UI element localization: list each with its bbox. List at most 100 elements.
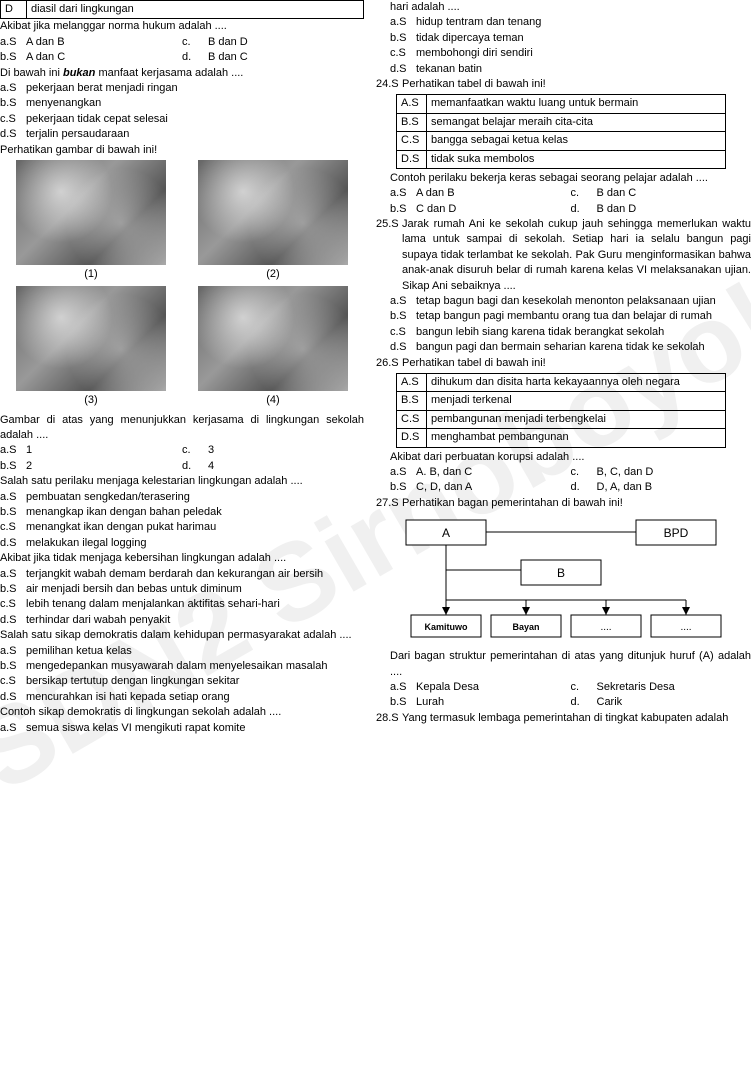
q26-num: 26.S bbox=[376, 356, 402, 371]
q2a-l: a.S bbox=[0, 81, 26, 96]
q25c: bangun lebih siang karena tidak berangka… bbox=[416, 325, 751, 340]
caption-4: (4) bbox=[198, 393, 348, 408]
q26oa: A. B, dan C bbox=[416, 465, 571, 480]
q1a-label: a.S bbox=[0, 35, 26, 50]
t24-D: tidak suka membolos bbox=[427, 150, 726, 168]
q25b-l: b.S bbox=[390, 309, 416, 324]
q26: Perhatikan tabel di bawah ini! bbox=[402, 356, 751, 371]
q27ob: Lurah bbox=[416, 695, 571, 710]
q2c: pekerjaan tidak cepat selesai bbox=[26, 112, 364, 127]
q27b: Dari bagan struktur pemerintahan di atas… bbox=[376, 649, 751, 680]
q6d-l: d.S bbox=[0, 690, 26, 705]
caption-3: (3) bbox=[16, 393, 166, 408]
tc: membohongi diri sendiri bbox=[416, 46, 751, 61]
q4b-l: b.S bbox=[0, 505, 26, 520]
q2b: menyenangkan bbox=[26, 96, 364, 111]
q1b: A dan C bbox=[26, 50, 182, 65]
q2a: pekerjaan berat menjadi ringan bbox=[26, 81, 364, 96]
q26od: D, A, dan B bbox=[597, 480, 751, 495]
q5a-l: a.S bbox=[0, 567, 26, 582]
q2d: terjalin persaudaraan bbox=[26, 127, 364, 142]
t26-C-l: C.S bbox=[397, 410, 427, 428]
bagan-d1: .... bbox=[600, 622, 611, 633]
row-d-label: D bbox=[1, 1, 27, 19]
q1c: B dan D bbox=[208, 35, 364, 50]
q24ob: C dan D bbox=[416, 202, 571, 217]
q7: Contoh sikap demokratis di lingkungan se… bbox=[0, 705, 364, 720]
image-4 bbox=[198, 286, 348, 391]
caption-2: (2) bbox=[198, 267, 348, 282]
t24-B-l: B.S bbox=[397, 113, 427, 131]
top-cut: hari adalah .... bbox=[376, 0, 751, 15]
q24: Perhatikan tabel di bawah ini! bbox=[402, 77, 751, 92]
table-24: A.Smemanfaatkan waktu luang untuk bermai… bbox=[396, 94, 726, 169]
q24oa-l: a.S bbox=[390, 186, 416, 201]
q4c-l: c.S bbox=[0, 520, 26, 535]
q27oc: Sekretaris Desa bbox=[597, 680, 751, 695]
table-26: A.Sdihukum dan disita harta kekayaannya … bbox=[396, 373, 726, 448]
q25d-l: d.S bbox=[390, 340, 416, 355]
t24-C: bangga sebagai ketua kelas bbox=[427, 132, 726, 150]
q3oc-l: c. bbox=[182, 443, 208, 458]
q6c-l: c.S bbox=[0, 674, 26, 689]
q5c: lebih tenang dalam menjalankan aktifitas… bbox=[26, 597, 364, 612]
q6a-l: a.S bbox=[0, 644, 26, 659]
q3b: Gambar di atas yang menunjukkan kerjasam… bbox=[0, 413, 364, 444]
q24od-l: d. bbox=[571, 202, 597, 217]
t24-A: memanfaatkan waktu luang untuk bermain bbox=[427, 95, 726, 113]
q5: Akibat jika tidak menjaga kebersihan lin… bbox=[0, 551, 364, 566]
q24ob-l: b.S bbox=[390, 202, 416, 217]
q26ob: C, D, dan A bbox=[416, 480, 571, 495]
q27oc-l: c. bbox=[571, 680, 597, 695]
q26oc-l: c. bbox=[571, 465, 597, 480]
t24-B: semangat belajar meraih cita-cita bbox=[427, 113, 726, 131]
q27od-l: d. bbox=[571, 695, 597, 710]
q6b-l: b.S bbox=[0, 659, 26, 674]
q24oc: B dan C bbox=[597, 186, 751, 201]
q24od: B dan D bbox=[597, 202, 751, 217]
q24oc-l: c. bbox=[571, 186, 597, 201]
q27oa: Kepala Desa bbox=[416, 680, 571, 695]
q1: Akibat jika melanggar norma hukum adalah… bbox=[0, 19, 364, 34]
q5c-l: c.S bbox=[0, 597, 26, 612]
tb: tidak dipercaya teman bbox=[416, 31, 751, 46]
org-chart: A BPD B Kamituwo bbox=[396, 515, 726, 645]
q25d: bangun pagi dan bermain seharian karena … bbox=[416, 340, 751, 355]
t26-A: dihukum dan disita harta kekayaannya ole… bbox=[427, 373, 726, 391]
q25a: tetap bagun bagi dan kesekolah menonton … bbox=[416, 294, 751, 309]
bagan-d2: .... bbox=[680, 622, 691, 633]
q3: Perhatikan gambar di bawah ini! bbox=[0, 143, 364, 158]
t26-D-l: D.S bbox=[397, 429, 427, 447]
t24-A-l: A.S bbox=[397, 95, 427, 113]
q6a: pemilihan ketua kelas bbox=[26, 644, 364, 659]
q24b: Contoh perilaku bekerja keras sebagai se… bbox=[376, 171, 751, 186]
ta-l: a.S bbox=[390, 15, 416, 30]
q26oc: B, C, dan D bbox=[597, 465, 751, 480]
q7a-l: a.S bbox=[0, 721, 26, 736]
q1a: A dan B bbox=[26, 35, 182, 50]
t26-B: menjadi terkenal bbox=[427, 392, 726, 410]
q26ob-l: b.S bbox=[390, 480, 416, 495]
q3oa-l: a.S bbox=[0, 443, 26, 458]
q4a-l: a.S bbox=[0, 490, 26, 505]
q6: Salah satu sikap demokratis dalam kehidu… bbox=[0, 628, 364, 643]
q6d: mencurahkan isi hati kepada setiap orang bbox=[26, 690, 364, 705]
tc-l: c.S bbox=[390, 46, 416, 61]
q7a: semua siswa kelas VI mengikuti rapat kom… bbox=[26, 721, 364, 736]
bagan-A: A bbox=[442, 526, 450, 540]
q27od: Carik bbox=[597, 695, 751, 710]
q4d: melakukan ilegal logging bbox=[26, 536, 364, 551]
q27-num: 27.S bbox=[376, 496, 402, 511]
ta: hidup tentram dan tenang bbox=[416, 15, 751, 30]
q6b: mengedepankan musyawarah dalam menyelesa… bbox=[26, 659, 364, 674]
q5d-l: d.S bbox=[0, 613, 26, 628]
q3oc: 3 bbox=[208, 443, 364, 458]
row-d-text: diasil dari lingkungan bbox=[27, 1, 364, 19]
q1b-label: b.S bbox=[0, 50, 26, 65]
caption-1: (1) bbox=[16, 267, 166, 282]
t26-B-l: B.S bbox=[397, 392, 427, 410]
t24-D-l: D.S bbox=[397, 150, 427, 168]
right-column: hari adalah .... a.Shidup tentram dan te… bbox=[370, 0, 751, 736]
q2: Di bawah ini bukan manfaat kerjasama ada… bbox=[0, 66, 364, 81]
q4a: pembuatan sengkedan/terasering bbox=[26, 490, 364, 505]
